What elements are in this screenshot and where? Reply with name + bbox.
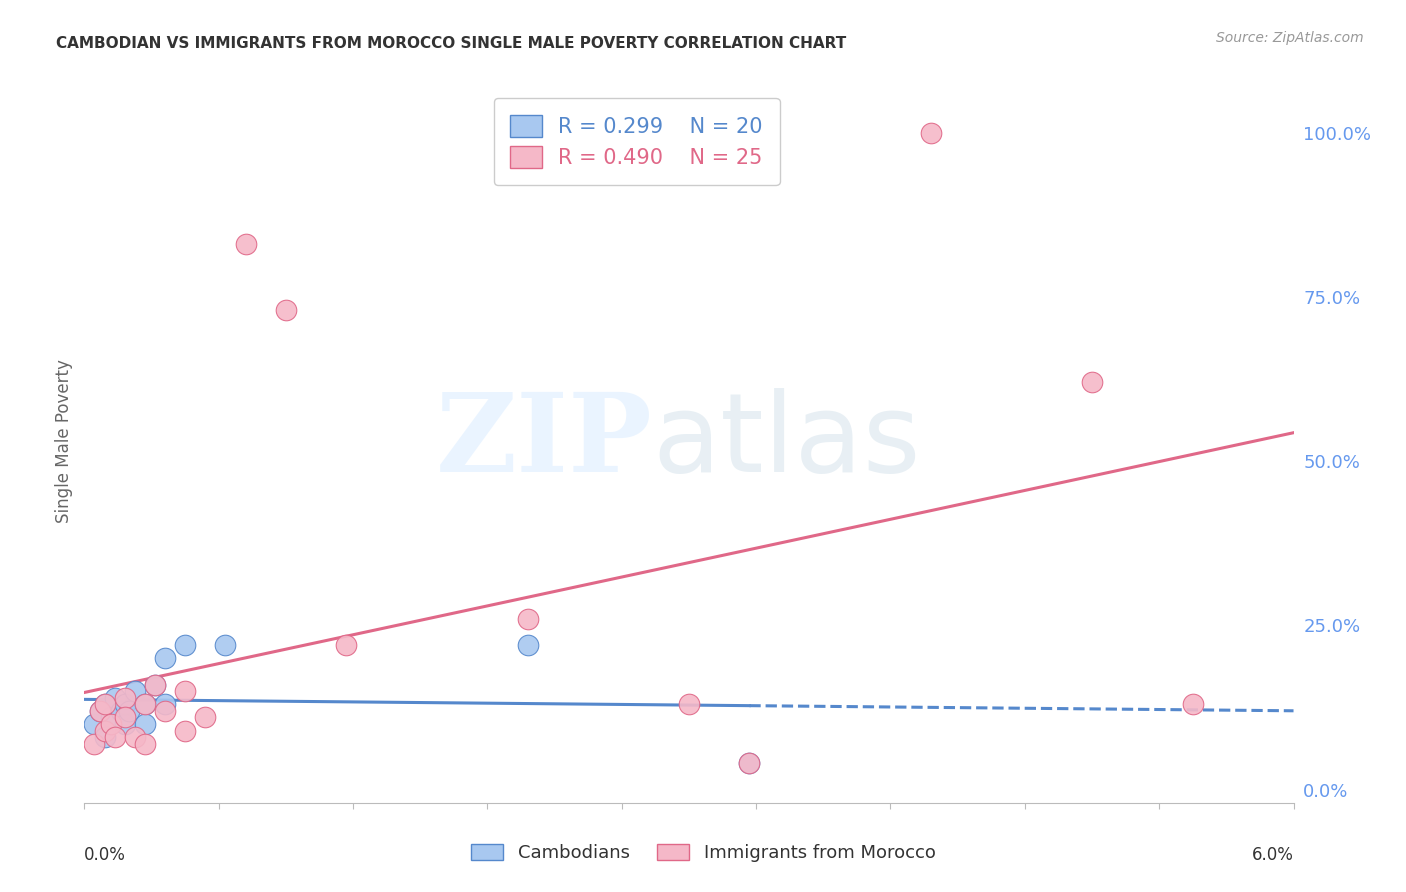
Point <box>738 756 761 771</box>
Point <box>118 704 141 718</box>
Point <box>93 698 115 712</box>
Point <box>153 704 176 718</box>
Point <box>274 303 297 318</box>
Point <box>174 638 197 652</box>
Point <box>1181 698 1204 712</box>
Point <box>153 651 176 665</box>
Point <box>153 698 176 712</box>
Point <box>738 756 761 771</box>
Text: CAMBODIAN VS IMMIGRANTS FROM MOROCCO SINGLE MALE POVERTY CORRELATION CHART: CAMBODIAN VS IMMIGRANTS FROM MOROCCO SIN… <box>56 36 846 51</box>
Point <box>124 730 146 744</box>
Point <box>83 717 105 731</box>
Y-axis label: Single Male Poverty: Single Male Poverty <box>55 359 73 524</box>
Legend: R = 0.299    N = 20, R = 0.490    N = 25: R = 0.299 N = 20, R = 0.490 N = 25 <box>494 98 779 185</box>
Point <box>134 737 156 751</box>
Point <box>920 126 942 140</box>
Point <box>235 237 257 252</box>
Point <box>194 710 217 724</box>
Point <box>124 684 146 698</box>
Point <box>143 677 166 691</box>
Text: ZIP: ZIP <box>436 388 652 495</box>
Point <box>104 730 127 744</box>
Text: atlas: atlas <box>652 388 921 495</box>
Point <box>114 690 136 705</box>
Point <box>214 638 236 652</box>
Point <box>89 704 111 718</box>
Point <box>89 704 111 718</box>
Point <box>100 710 122 724</box>
Point <box>134 698 156 712</box>
Point <box>93 698 115 712</box>
Legend: Cambodians, Immigrants from Morocco: Cambodians, Immigrants from Morocco <box>464 837 942 870</box>
Point <box>93 730 115 744</box>
Point <box>114 717 136 731</box>
Point <box>678 698 700 712</box>
Point <box>83 737 105 751</box>
Point <box>114 710 136 724</box>
Point <box>516 638 538 652</box>
Point <box>335 638 357 652</box>
Point <box>174 723 197 738</box>
Text: 0.0%: 0.0% <box>84 847 127 864</box>
Point <box>93 723 115 738</box>
Point <box>174 684 197 698</box>
Text: Source: ZipAtlas.com: Source: ZipAtlas.com <box>1216 31 1364 45</box>
Point <box>1081 376 1104 390</box>
Point <box>134 698 156 712</box>
Text: 6.0%: 6.0% <box>1251 847 1294 864</box>
Point <box>143 677 166 691</box>
Point <box>110 704 132 718</box>
Point <box>516 612 538 626</box>
Point <box>104 690 127 705</box>
Point <box>114 698 136 712</box>
Point <box>134 717 156 731</box>
Point <box>100 717 122 731</box>
